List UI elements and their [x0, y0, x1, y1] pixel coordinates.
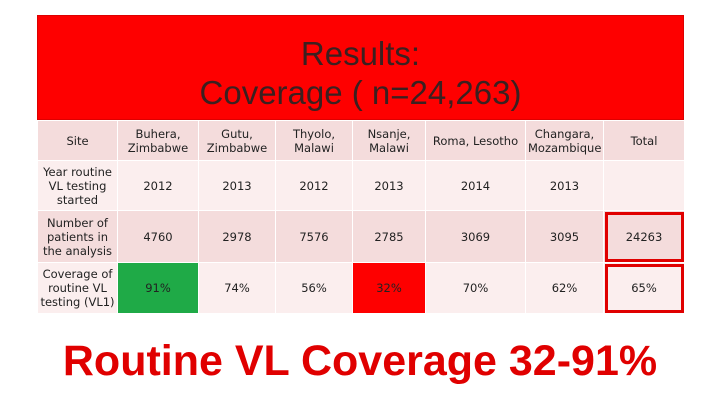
table-cell: 70% [425, 262, 526, 314]
table-cell: Roma, Lesotho [425, 120, 526, 161]
table-cell: Gutu, Zimbabwe [198, 120, 276, 161]
table-cell: 3069 [425, 210, 526, 263]
table-cell: Changara, Mozambique [525, 120, 604, 161]
title-banner: Results: Coverage ( n=24,263) [37, 15, 684, 120]
title-line: Results: [300, 35, 421, 72]
table-cell: Buhera, Zimbabwe [117, 120, 199, 161]
table-cell: 2013 [352, 160, 426, 211]
table-row: Number of patients in the analysis 4760 29… [37, 210, 685, 263]
table-cell: 3095 [525, 210, 604, 263]
table-cell: 2012 [275, 160, 353, 211]
table-cell: 2978 [198, 210, 276, 263]
table-cell: Year routine VL testing started [37, 160, 118, 211]
table-cell: 2012 [117, 160, 199, 211]
table-cell: 2013 [198, 160, 276, 211]
table-cell: 2013 [525, 160, 604, 211]
table-cell: 4760 [117, 210, 199, 263]
table-row: Year routine VL testing started 2012 2013 2… [37, 160, 685, 211]
table-cell: 65% [603, 262, 685, 314]
table-cell: 7576 [275, 210, 353, 263]
table-cell: 2014 [425, 160, 526, 211]
table-cell: Site [37, 120, 118, 161]
table-cell: 91% [117, 262, 199, 314]
table-cell: 56% [275, 262, 353, 314]
table-cell [603, 160, 685, 211]
table-cell: 2785 [352, 210, 426, 263]
table-cell: Thyolo, Malawi [275, 120, 353, 161]
table-row: Coverage of routine VL testing (VL1) 91% 7… [37, 262, 685, 314]
table-row: Site Buhera, Zimbabwe Gutu, Zimbabwe Thyolo… [37, 120, 685, 161]
table-cell: Coverage of routine VL testing (VL1) [37, 262, 118, 314]
table-cell: Number of patients in the analysis [37, 210, 118, 263]
title-line: Coverage ( n=24,263) [199, 74, 522, 111]
table-cell: 32% [352, 262, 426, 314]
table-cell: 24263 [603, 210, 685, 263]
table-cell: 74% [198, 262, 276, 314]
table-cell: Nsanje, Malawi [352, 120, 426, 161]
footer-text: Routine VL Coverage 32-91% [62, 337, 658, 385]
table-cell: 62% [525, 262, 604, 314]
table-cell: Total [603, 120, 685, 161]
results-table: Site Buhera, Zimbabwe Gutu, Zimbabwe Thyolo… [37, 120, 685, 314]
